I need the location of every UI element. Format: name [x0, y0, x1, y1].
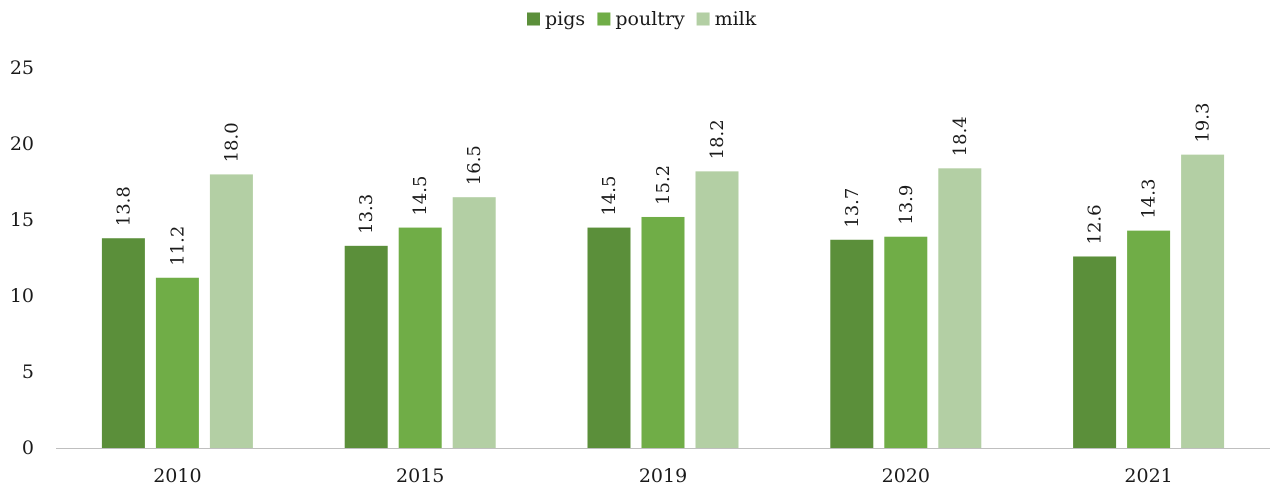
data-label-milk-2015: 16.5 — [464, 145, 485, 185]
bar-pigs-2020 — [830, 239, 874, 448]
legend: pigs poultry milk — [527, 8, 757, 30]
legend-label-milk: milk — [715, 8, 757, 30]
bar-poultry-2015 — [398, 227, 442, 448]
bar-poultry-2020 — [884, 236, 928, 448]
bar-poultry-2010 — [155, 277, 199, 448]
y-tick-label-25: 25 — [10, 57, 34, 79]
x-tick-label-2019: 2019 — [639, 465, 687, 487]
bar-milk-2010 — [209, 174, 253, 448]
legend-label-pigs: pigs — [545, 8, 585, 30]
y-axis: 0 5 10 15 20 25 — [10, 57, 34, 459]
bars — [101, 154, 1225, 449]
legend-swatch-pigs — [527, 12, 540, 26]
data-labels: 13.8 11.2 18.0 13.3 14.5 16.5 14.5 15.2 18.2 13.7… — [113, 103, 1213, 266]
data-label-pigs-2015: 13.3 — [356, 194, 377, 234]
x-tick-label-2020: 2020 — [882, 465, 930, 487]
y-tick-label-20: 20 — [10, 133, 34, 155]
bar-milk-2015 — [452, 197, 496, 448]
data-label-pigs-2010: 13.8 — [113, 186, 134, 226]
data-label-poultry-2010: 11.2 — [167, 226, 188, 266]
data-label-poultry-2021: 14.3 — [1139, 179, 1160, 219]
bar-pigs-2010 — [101, 238, 145, 448]
x-tick-label-2015: 2015 — [396, 465, 444, 487]
bar-milk-2021 — [1181, 154, 1225, 448]
bar-pigs-2015 — [344, 245, 388, 448]
data-label-milk-2010: 18.0 — [221, 122, 242, 162]
data-label-poultry-2015: 14.5 — [410, 176, 431, 216]
x-tick-label-2021: 2021 — [1124, 465, 1172, 487]
x-axis: 2010 2015 2019 2020 2021 — [153, 465, 1173, 487]
y-tick-label-15: 15 — [10, 209, 34, 231]
bar-milk-2020 — [938, 168, 982, 448]
bar-pigs-2019 — [587, 227, 631, 448]
bar-milk-2019 — [695, 171, 739, 449]
data-label-pigs-2021: 12.6 — [1085, 204, 1106, 244]
data-label-pigs-2020: 13.7 — [842, 188, 863, 228]
y-tick-label-0: 0 — [22, 437, 34, 459]
data-label-pigs-2019: 14.5 — [599, 176, 620, 216]
legend-swatch-poultry — [597, 12, 611, 26]
bar-pigs-2021 — [1073, 256, 1117, 448]
y-tick-label-10: 10 — [10, 285, 34, 307]
data-label-milk-2021: 19.3 — [1193, 103, 1214, 143]
data-label-milk-2019: 18.2 — [707, 119, 728, 159]
data-label-poultry-2019: 15.2 — [653, 165, 674, 205]
y-tick-label-5: 5 — [22, 361, 34, 383]
data-label-milk-2020: 18.4 — [950, 116, 971, 156]
legend-label-poultry: poultry — [615, 8, 685, 30]
legend-swatch-milk — [696, 12, 710, 26]
bar-poultry-2019 — [641, 216, 685, 448]
data-label-poultry-2020: 13.9 — [896, 185, 917, 225]
bar-poultry-2021 — [1127, 230, 1171, 448]
x-tick-label-2010: 2010 — [153, 465, 201, 487]
